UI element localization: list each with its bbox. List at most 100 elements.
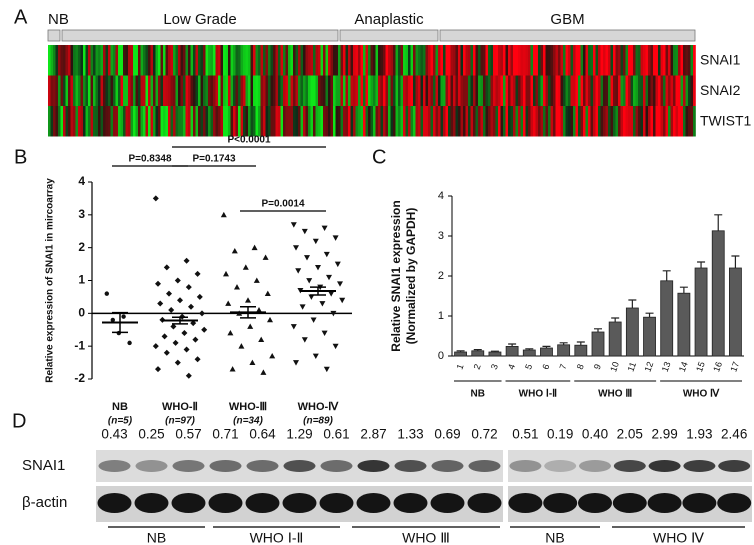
heatmap-cell	[508, 75, 511, 106]
heatmap-cell	[155, 45, 159, 76]
heatmap-cell	[348, 75, 351, 106]
heatmap-cell	[493, 106, 496, 137]
heatmap-cell	[350, 45, 354, 76]
heatmap-cell	[368, 45, 371, 76]
data-point	[334, 261, 341, 268]
group-label: Low Grade	[163, 11, 236, 28]
heatmap-cell	[193, 45, 196, 76]
heatmap-cell	[390, 75, 394, 106]
blot-band	[682, 493, 717, 513]
heatmap-cell	[203, 45, 206, 76]
data-point	[127, 340, 132, 346]
x-tick-label: WHO-Ⅳ	[298, 401, 340, 413]
heatmap-cell	[658, 106, 661, 137]
heatmap-cell	[143, 75, 146, 106]
heatmap-cell	[295, 45, 299, 76]
heatmap-cell	[373, 106, 376, 137]
heatmap-cell	[318, 75, 321, 106]
data-point	[290, 222, 297, 228]
data-point	[337, 281, 343, 287]
heatmap-cell	[380, 75, 384, 106]
densitometry-value: 2.46	[721, 427, 747, 442]
heatmap-cell	[80, 45, 84, 76]
heatmap-cell	[533, 106, 536, 137]
heatmap-cell	[145, 106, 149, 137]
heatmap-cell	[88, 75, 91, 106]
heatmap-cell	[550, 45, 554, 76]
heatmap-cell	[660, 106, 664, 137]
blot-band	[208, 493, 243, 513]
heatmap-cell	[258, 45, 261, 76]
heatmap-cell	[588, 106, 591, 137]
x-tick-label: WHO-Ⅱ	[162, 401, 198, 413]
heatmap-cell	[340, 45, 344, 76]
heatmap-cell	[105, 106, 109, 137]
heatmap-cell	[565, 106, 569, 137]
heatmap-cell	[338, 45, 341, 76]
heatmap-cell	[325, 45, 329, 76]
heatmap-cell	[688, 75, 691, 106]
heatmap-cell	[660, 75, 664, 106]
heatmap-cell	[608, 106, 611, 137]
heatmap-cell	[513, 75, 516, 106]
heatmap-cell	[580, 106, 584, 137]
heatmap-cell	[173, 106, 176, 137]
n-label: (n=89)	[303, 416, 333, 427]
heatmap-cell	[610, 45, 614, 76]
data-point	[308, 294, 315, 300]
heatmap-cell	[555, 75, 559, 106]
panel-label: C	[372, 146, 386, 168]
heatmap-cell	[140, 45, 144, 76]
heatmap-cell	[408, 106, 411, 137]
data-point	[168, 307, 175, 314]
x-tick-label: 7	[558, 363, 569, 371]
heatmap-cell	[175, 45, 179, 76]
heatmap-cell	[335, 106, 339, 137]
heatmap-cell	[275, 45, 279, 76]
heatmap-cell	[298, 75, 301, 106]
heatmap-cell	[443, 106, 446, 137]
heatmap-cell	[330, 75, 334, 106]
error-bar	[697, 261, 706, 268]
data-point	[110, 317, 116, 323]
heatmap-cell	[563, 45, 566, 76]
heatmap-cell	[210, 45, 214, 76]
heatmap-cell	[418, 106, 421, 137]
heatmap-cell	[550, 75, 554, 106]
heatmap-cell	[468, 45, 471, 76]
heatmap-cell	[415, 75, 419, 106]
heatmap-cell	[425, 45, 429, 76]
heatmap-cell	[248, 106, 251, 137]
heatmap-cell	[73, 106, 76, 137]
heatmap-cell	[505, 75, 509, 106]
heatmap-cell	[445, 106, 449, 137]
heatmap-cell	[178, 75, 181, 106]
data-point	[174, 359, 181, 366]
heatmap-cell	[255, 75, 259, 106]
heatmap-cell	[218, 45, 221, 76]
heatmap-cell	[678, 106, 681, 137]
heatmap-cell	[233, 106, 236, 137]
heatmap-cell	[643, 45, 646, 76]
blot-band	[579, 460, 611, 472]
data-point	[339, 297, 346, 304]
data-point	[121, 314, 126, 319]
heatmap-cell	[578, 106, 581, 137]
error-bar	[172, 316, 188, 325]
heatmap-cell	[365, 45, 369, 76]
heatmap-cell	[685, 106, 689, 137]
heatmap-cell	[470, 106, 474, 137]
heatmap-cell	[485, 106, 489, 137]
heatmap-cell	[563, 75, 566, 106]
heatmap-cell	[123, 45, 126, 76]
heatmap-cell	[440, 106, 444, 137]
x-tick-label: 6	[540, 363, 551, 371]
heatmap-cell	[380, 106, 384, 137]
heatmap-cell	[220, 45, 224, 76]
heatmap-cell	[560, 106, 564, 137]
heatmap-cell	[440, 75, 444, 106]
row-label: β-actin	[22, 494, 67, 511]
heatmap-cell	[375, 106, 379, 137]
heatmap-cell	[50, 106, 54, 137]
heatmap-cell	[133, 75, 136, 106]
